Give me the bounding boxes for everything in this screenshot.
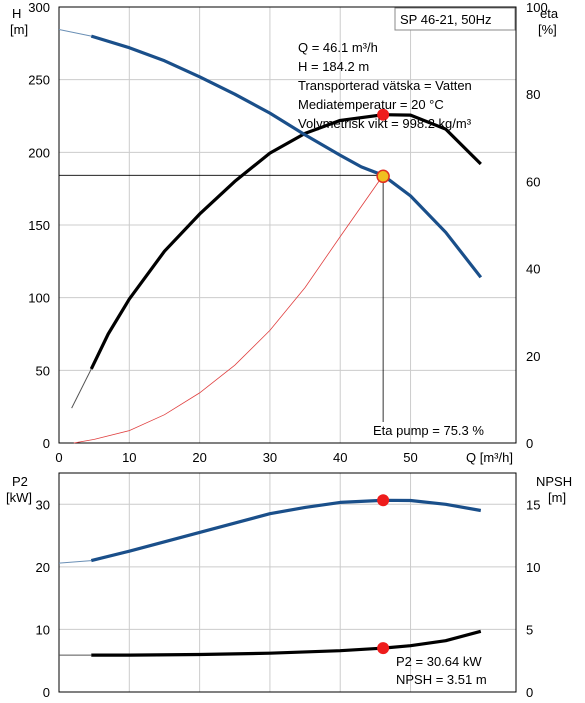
top-x-ticks: 0 10 20 30 40 50 <box>55 450 417 465</box>
operating-point-p2 <box>377 494 390 507</box>
bottom-ylabel-left-2: [kW] <box>6 490 32 505</box>
system-curve <box>73 175 384 444</box>
bottom-y-ticks-left: 0 10 20 30 <box>36 497 50 700</box>
y-tick-label: 250 <box>28 73 50 88</box>
y-tick-label: 40 <box>526 262 540 277</box>
bottom-chart: 0 10 20 30 0 5 10 15 P2 [kW] NPSH [m] P2 = 30.… <box>6 472 572 700</box>
x-tick-label: 20 <box>192 450 206 465</box>
y-tick-label: 80 <box>526 87 540 102</box>
operating-point-npsh <box>377 642 390 655</box>
operating-point-eta <box>377 108 390 121</box>
top-ylabel-right-1: eta <box>540 6 559 21</box>
x-tick-label: 30 <box>263 450 277 465</box>
annotation-liquid: Transporterad vätska = Vatten <box>298 78 472 93</box>
x-tick-label: 40 <box>333 450 347 465</box>
top-operating-marks <box>376 108 390 184</box>
y-tick-label: 0 <box>526 685 533 700</box>
p2-curve <box>90 498 482 563</box>
y-tick-label: 60 <box>526 174 540 189</box>
annotation-h: H = 184.2 m <box>298 59 369 74</box>
y-tick-label: 20 <box>526 349 540 364</box>
y-tick-label: 10 <box>526 560 540 575</box>
head-curve <box>90 34 483 279</box>
y-tick-label: 30 <box>36 497 50 512</box>
operating-point-head <box>376 169 390 184</box>
top-chart-frame <box>58 6 517 444</box>
chart-title: SP 46-21, 50Hz <box>400 12 492 27</box>
bottom-ylabel-right-1: NPSH <box>536 474 572 489</box>
annotation-q: Q = 46.1 m³/h <box>298 40 378 55</box>
eta-curve <box>89 113 482 370</box>
y-tick-label: 200 <box>28 145 50 160</box>
p2-curve-extension <box>58 560 92 564</box>
x-tick-label: 10 <box>122 450 136 465</box>
top-ylabel-left-1: H <box>12 6 21 21</box>
annotation-p2: P2 = 30.64 kW <box>396 654 482 669</box>
eta-pump-label: Eta pump = 75.3 % <box>373 423 484 438</box>
y-tick-label: 20 <box>36 560 50 575</box>
top-y-ticks-right: 0 20 40 60 80 100 <box>526 0 548 451</box>
head-curve-extension <box>58 29 92 37</box>
annotation-npsh: NPSH = 3.51 m <box>396 672 487 687</box>
top-series <box>58 29 483 444</box>
title-box <box>394 7 516 31</box>
y-tick-label: 10 <box>36 622 50 637</box>
top-ylabel-right-2: [%] <box>538 22 557 37</box>
top-ylabel-left-2: [m] <box>10 22 28 37</box>
top-xlabel: Q [m³/h] <box>466 450 513 465</box>
y-tick-label: 5 <box>526 622 533 637</box>
y-tick-label: 0 <box>526 436 533 451</box>
top-chart-grid <box>59 7 516 443</box>
y-tick-label: 100 <box>526 0 548 15</box>
npsh-curve <box>91 629 482 657</box>
top-y-ticks-left: 0 50 100 150 200 250 300 <box>28 0 50 451</box>
y-tick-label: 0 <box>43 436 50 451</box>
x-tick-label: 0 <box>55 450 62 465</box>
y-tick-label: 300 <box>28 0 50 15</box>
y-tick-label: 50 <box>36 363 50 378</box>
bottom-ylabel-left-1: P2 <box>12 474 28 489</box>
bottom-ylabel-right-2: [m] <box>548 490 566 505</box>
y-tick-label: 15 <box>526 497 540 512</box>
annotation-temperature: Mediatemperatur = 20 °C <box>298 97 444 112</box>
top-chart: 0 10 20 30 40 50 0 50 100 150 200 250 300 0 20 40 60 80… <box>10 0 559 465</box>
x-tick-label: 50 <box>403 450 417 465</box>
bottom-chart-frame <box>58 472 517 693</box>
y-tick-label: 100 <box>28 291 50 306</box>
eta-curve-extension <box>71 368 92 409</box>
bottom-series <box>58 498 482 657</box>
y-tick-label: 150 <box>28 218 50 233</box>
bottom-operating-marks <box>377 494 390 655</box>
y-tick-label: 0 <box>43 685 50 700</box>
annotation-density: Volymetrisk vikt = 998.2 kg/m³ <box>298 116 472 131</box>
bottom-y-ticks-right: 0 5 10 15 <box>526 497 540 700</box>
